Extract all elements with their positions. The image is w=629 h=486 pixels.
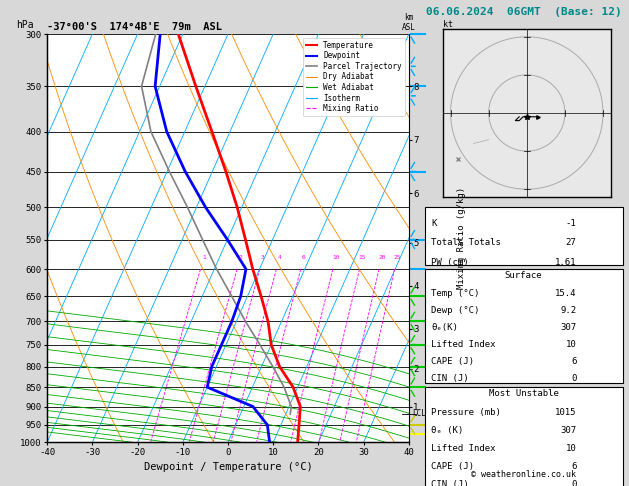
Text: 6: 6: [302, 255, 306, 260]
Text: 10: 10: [332, 255, 340, 260]
Text: 6: 6: [571, 462, 576, 471]
Text: CAPE (J): CAPE (J): [431, 462, 474, 471]
Text: CIN (J): CIN (J): [431, 374, 469, 383]
Text: 0: 0: [571, 374, 576, 383]
Text: 307: 307: [560, 324, 576, 332]
Text: 6: 6: [571, 358, 576, 366]
Text: CIN (J): CIN (J): [431, 480, 469, 486]
Text: Surface: Surface: [505, 271, 542, 280]
Text: 15: 15: [359, 255, 366, 260]
Text: 0: 0: [571, 480, 576, 486]
Text: 25: 25: [394, 255, 401, 260]
Text: θₑ(K): θₑ(K): [431, 324, 458, 332]
Text: © weatheronline.co.uk: © weatheronline.co.uk: [471, 469, 576, 479]
Bar: [425, 269, 623, 383]
Text: Lifted Index: Lifted Index: [431, 444, 496, 453]
Text: PW (cm): PW (cm): [431, 258, 469, 267]
Text: 1015: 1015: [555, 408, 576, 417]
Text: 307: 307: [560, 426, 576, 435]
Text: km
ASL: km ASL: [402, 13, 416, 32]
Text: 2: 2: [238, 255, 242, 260]
Text: 1.61: 1.61: [555, 258, 576, 267]
Text: K: K: [431, 219, 437, 228]
Text: -1: -1: [565, 219, 576, 228]
Y-axis label: Mixing Ratio (g/kg): Mixing Ratio (g/kg): [457, 187, 466, 289]
Text: 20: 20: [378, 255, 386, 260]
Text: Pressure (mb): Pressure (mb): [431, 408, 501, 417]
Text: kt: kt: [443, 20, 453, 29]
Legend: Temperature, Dewpoint, Parcel Trajectory, Dry Adiabat, Wet Adiabat, Isotherm, Mi: Temperature, Dewpoint, Parcel Trajectory…: [303, 38, 405, 116]
Text: 15.4: 15.4: [555, 290, 576, 298]
Text: 10: 10: [565, 444, 576, 453]
Text: Temp (°C): Temp (°C): [431, 290, 479, 298]
Text: 06.06.2024  06GMT  (Base: 12): 06.06.2024 06GMT (Base: 12): [426, 7, 621, 17]
Bar: [425, 387, 623, 486]
Text: 10: 10: [565, 340, 576, 349]
Text: 27: 27: [565, 238, 576, 247]
Text: -37°00'S  174°4B'E  79m  ASL: -37°00'S 174°4B'E 79m ASL: [47, 22, 222, 32]
Text: LCL: LCL: [413, 410, 426, 418]
Bar: [425, 207, 623, 265]
Text: hPa: hPa: [16, 20, 34, 30]
Text: 9.2: 9.2: [560, 307, 576, 315]
Text: CAPE (J): CAPE (J): [431, 358, 474, 366]
Text: Most Unstable: Most Unstable: [489, 389, 559, 398]
Text: 4: 4: [277, 255, 281, 260]
Text: 1: 1: [202, 255, 206, 260]
Text: Lifted Index: Lifted Index: [431, 340, 496, 349]
Text: Totals Totals: Totals Totals: [431, 238, 501, 247]
Text: 3: 3: [261, 255, 265, 260]
X-axis label: Dewpoint / Temperature (°C): Dewpoint / Temperature (°C): [143, 462, 313, 472]
Text: Dewp (°C): Dewp (°C): [431, 307, 479, 315]
Text: θₑ (K): θₑ (K): [431, 426, 463, 435]
